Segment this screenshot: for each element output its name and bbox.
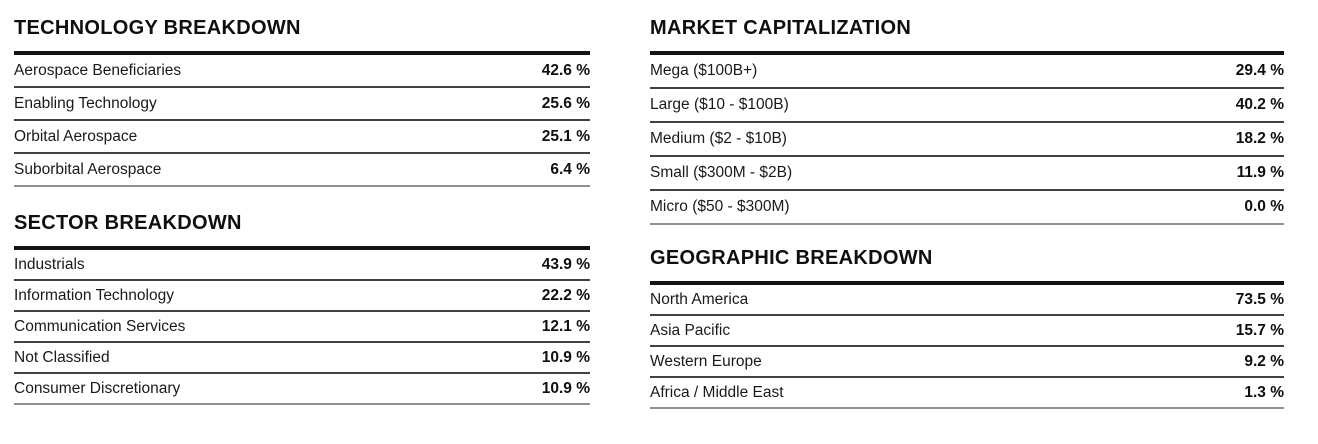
row-value: 1.3 % [1244,384,1284,401]
title-rule [14,246,590,250]
row-value: 6.4 % [550,161,590,178]
table-row: Western Europe 9.2 % [650,347,1284,378]
row-label: Not Classified [14,349,110,366]
row-label: Large ($10 - $100B) [650,96,789,113]
table-row: Information Technology 22.2 % [14,281,590,312]
row-value: 73.5 % [1235,291,1284,308]
row-label: Asia Pacific [650,322,731,339]
table-row: Aerospace Beneficiaries 42.6 % [14,55,590,88]
row-label: Micro ($50 - $300M) [650,198,790,215]
technology-breakdown-title: TECHNOLOGY BREAKDOWN [14,17,301,39]
table-row: Industrials 43.9 % [14,250,590,281]
row-value: 40.2 % [1235,96,1284,113]
row-label: Medium ($2 - $10B) [650,130,787,147]
table-row: Mega ($100B+) 29.4 % [650,55,1284,89]
right-column: MARKET CAPITALIZATION Mega ($100B+) 29.4… [650,18,1284,409]
row-value: 10.9 % [541,380,590,397]
sector-breakdown-title: SECTOR BREAKDOWN [14,212,242,234]
row-value: 15.7 % [1235,322,1284,339]
row-value: 12.1 % [541,318,590,335]
row-value: 25.1 % [541,128,590,145]
table-row: Medium ($2 - $10B) 18.2 % [650,123,1284,157]
row-label: North America [650,291,749,308]
row-label: Industrials [14,256,85,273]
row-value: 25.6 % [541,95,590,112]
table-row: Large ($10 - $100B) 40.2 % [650,89,1284,123]
row-label: Orbital Aerospace [14,128,138,145]
row-label: Enabling Technology [14,95,157,112]
row-value: 42.6 % [541,62,590,79]
table-row: Not Classified 10.9 % [14,343,590,374]
row-label: Information Technology [14,287,174,304]
row-label: Communication Services [14,318,186,335]
row-value: 10.9 % [541,349,590,366]
table-row: Orbital Aerospace 25.1 % [14,121,590,154]
table-row: Micro ($50 - $300M) 0.0 % [650,191,1284,225]
row-label: Suborbital Aerospace [14,161,162,178]
table-row: Suborbital Aerospace 6.4 % [14,154,590,187]
row-label: Africa / Middle East [650,384,784,401]
row-value: 22.2 % [541,287,590,304]
table-row: Africa / Middle East 1.3 % [650,378,1284,409]
row-label: Western Europe [650,353,762,370]
market-capitalization-title: MARKET CAPITALIZATION [650,17,912,39]
row-label: Consumer Discretionary [14,380,181,397]
row-value: 29.4 % [1235,62,1284,79]
row-value: 11.9 % [1236,164,1284,181]
row-value: 9.2 % [1244,353,1284,370]
row-label: Small ($300M - $2B) [650,164,793,181]
row-label: Aerospace Beneficiaries [14,62,182,79]
geographic-breakdown-title: GEOGRAPHIC BREAKDOWN [650,247,933,269]
title-rule [650,281,1284,285]
title-rule [14,51,590,55]
technology-breakdown-table: TECHNOLOGY BREAKDOWN Aerospace Beneficia… [14,18,590,187]
table-row: Enabling Technology 25.6 % [14,88,590,121]
market-capitalization-table: MARKET CAPITALIZATION Mega ($100B+) 29.4… [650,18,1284,225]
table-row: Asia Pacific 15.7 % [650,316,1284,347]
sector-breakdown-table: SECTOR BREAKDOWN Industrials 43.9 % Info… [14,213,590,405]
table-row: Consumer Discretionary 10.9 % [14,374,590,405]
title-rule [650,51,1284,55]
row-label: Mega ($100B+) [650,62,758,79]
row-value: 0.0 % [1244,198,1284,215]
left-column: TECHNOLOGY BREAKDOWN Aerospace Beneficia… [14,18,590,409]
geographic-breakdown-table: GEOGRAPHIC BREAKDOWN North America 73.5 … [650,248,1284,409]
row-value: 43.9 % [541,256,590,273]
row-value: 18.2 % [1235,130,1284,147]
table-row: North America 73.5 % [650,285,1284,316]
table-row: Communication Services 12.1 % [14,312,590,343]
table-row: Small ($300M - $2B) 11.9 % [650,157,1284,191]
fact-sheet-tables: TECHNOLOGY BREAKDOWN Aerospace Beneficia… [14,18,1284,409]
